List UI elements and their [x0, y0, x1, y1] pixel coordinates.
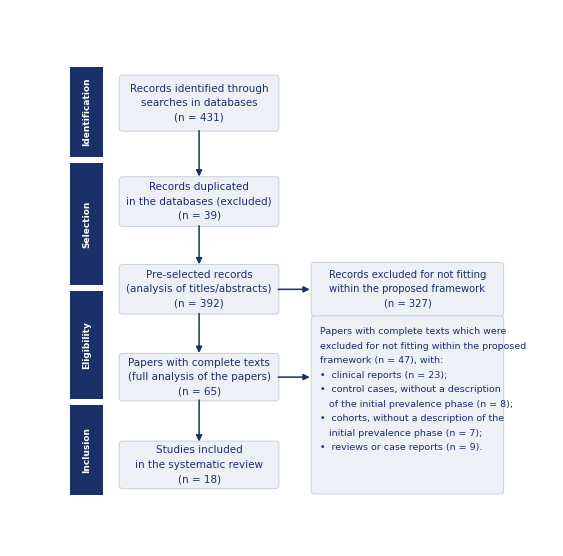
Text: Records excluded for not fitting
within the proposed framework
(n = 327): Records excluded for not fitting within … [329, 270, 486, 309]
Text: Pre-selected records
(analysis of titles/abstracts)
(n = 392): Pre-selected records (analysis of titles… [126, 270, 272, 309]
Text: Identification: Identification [82, 77, 91, 146]
Text: of the initial prevalence phase (n = 8);: of the initial prevalence phase (n = 8); [320, 400, 513, 409]
Text: excluded for not fitting within the proposed: excluded for not fitting within the prop… [320, 341, 526, 351]
FancyBboxPatch shape [311, 316, 504, 494]
Text: Inclusion: Inclusion [82, 427, 91, 473]
Text: •  reviews or case reports (n = 9).: • reviews or case reports (n = 9). [320, 444, 482, 453]
Text: Records identified through
searches in databases
(n = 431): Records identified through searches in d… [130, 84, 269, 122]
FancyBboxPatch shape [70, 163, 103, 285]
Text: •  cohorts, without a description of the: • cohorts, without a description of the [320, 414, 504, 423]
FancyBboxPatch shape [119, 177, 279, 226]
FancyBboxPatch shape [119, 265, 279, 314]
Text: Studies included
in the systematic review
(n = 18): Studies included in the systematic revie… [135, 445, 263, 484]
Text: •  clinical reports (n = 23);: • clinical reports (n = 23); [320, 371, 448, 380]
FancyBboxPatch shape [70, 291, 103, 399]
Text: Papers with complete texts which were: Papers with complete texts which were [320, 327, 506, 336]
Text: Papers with complete texts
(full analysis of the papers)
(n = 65): Papers with complete texts (full analysi… [128, 358, 271, 396]
FancyBboxPatch shape [119, 441, 279, 489]
Text: framework (n = 47), with:: framework (n = 47), with: [320, 356, 443, 365]
FancyBboxPatch shape [70, 67, 103, 157]
FancyBboxPatch shape [119, 75, 279, 131]
Text: initial prevalence phase (n = 7);: initial prevalence phase (n = 7); [320, 429, 482, 438]
Text: Eligibility: Eligibility [82, 321, 91, 369]
Text: •  control cases, without a description: • control cases, without a description [320, 385, 501, 394]
Text: Records duplicated
in the databases (excluded)
(n = 39): Records duplicated in the databases (exc… [126, 182, 272, 221]
FancyBboxPatch shape [70, 405, 103, 495]
FancyBboxPatch shape [119, 354, 279, 401]
FancyBboxPatch shape [311, 262, 504, 316]
Text: Selection: Selection [82, 200, 91, 248]
